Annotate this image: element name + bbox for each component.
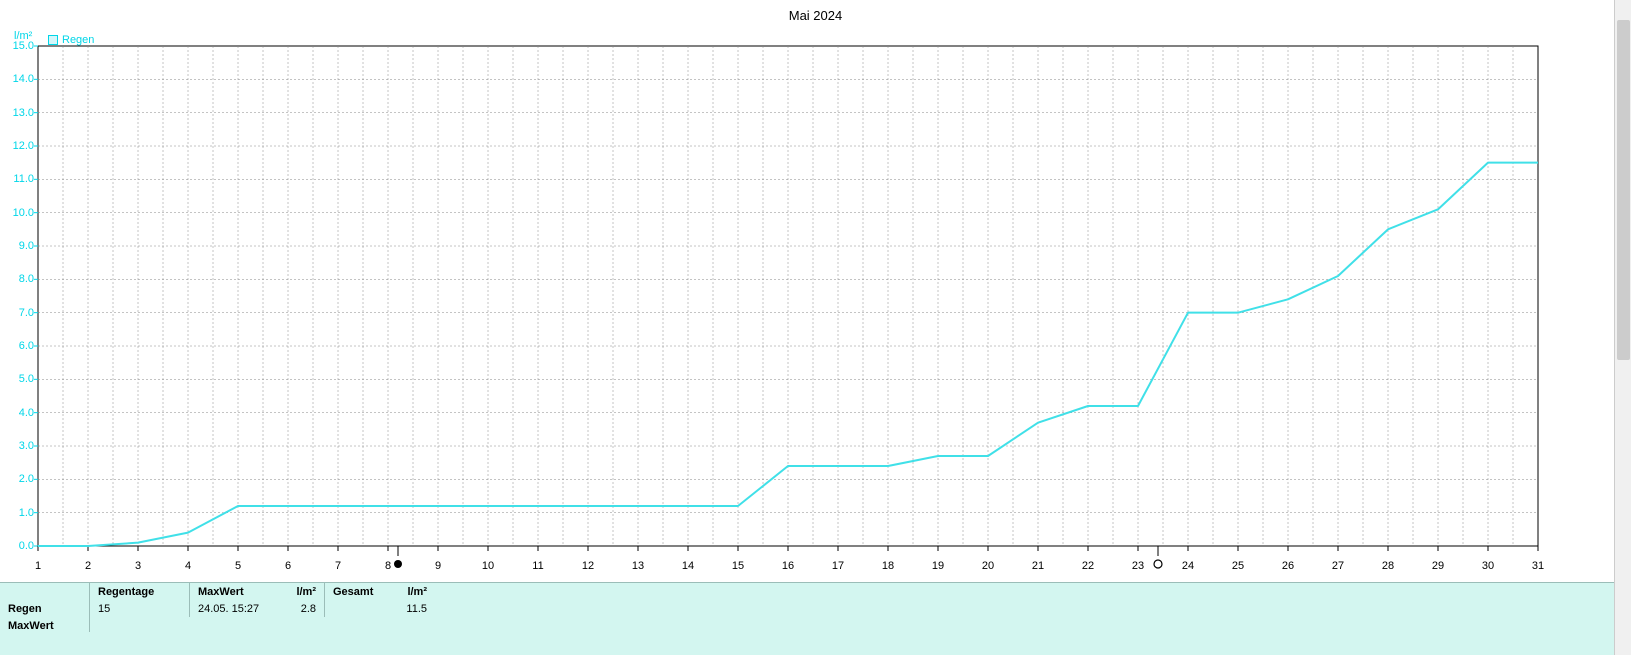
xtick-label: 23 — [1132, 560, 1144, 572]
xtick-label: 7 — [335, 560, 341, 572]
table-row-maxwert-cut: MaxWert — [0, 617, 1614, 632]
ytick-label: 9.0 — [0, 240, 34, 252]
xtick-label: 13 — [632, 560, 644, 572]
row-label-regen: Regen — [0, 600, 90, 617]
ytick-label: 7.0 — [0, 307, 34, 319]
xtick-label: 1 — [35, 560, 41, 572]
xtick-label: 18 — [882, 560, 894, 572]
xtick-label: 22 — [1082, 560, 1094, 572]
xtick-label: 28 — [1382, 560, 1394, 572]
xtick-label: 24 — [1182, 560, 1194, 572]
td-gesamt-val: 11.5 — [395, 600, 435, 617]
th-regentage: Regentage — [90, 583, 190, 600]
ytick-label: 10.0 — [0, 207, 34, 219]
xtick-label: 4 — [185, 560, 191, 572]
xtick-label: 15 — [732, 560, 744, 572]
xtick-label: 14 — [682, 560, 694, 572]
ytick-label: 11.0 — [0, 173, 34, 185]
xtick-label: 30 — [1482, 560, 1494, 572]
xtick-label: 12 — [582, 560, 594, 572]
th-lm2-b: l/m² — [395, 583, 435, 600]
ytick-label: 6.0 — [0, 340, 34, 352]
xtick-label: 27 — [1332, 560, 1344, 572]
td-gesamt-blank — [325, 600, 395, 617]
xtick-label: 19 — [932, 560, 944, 572]
table-value-row: Regen 15 24.05. 15:27 2.8 11.5 — [0, 600, 1614, 617]
ytick-label: 1.0 — [0, 507, 34, 519]
xtick-label: 3 — [135, 560, 141, 572]
xtick-label: 31 — [1532, 560, 1544, 572]
chart-svg — [0, 0, 1614, 582]
xtick-label: 2 — [85, 560, 91, 572]
ytick-label: 5.0 — [0, 373, 34, 385]
ytick-label: 3.0 — [0, 440, 34, 452]
xtick-label: 20 — [982, 560, 994, 572]
xtick-label: 29 — [1432, 560, 1444, 572]
scrollbar-thumb[interactable] — [1617, 20, 1630, 360]
ytick-label: 14.0 — [0, 73, 34, 85]
xtick-label: 6 — [285, 560, 291, 572]
table-group-header-blank — [0, 583, 90, 600]
xtick-label: 9 — [435, 560, 441, 572]
ytick-label: 8.0 — [0, 273, 34, 285]
xtick-label: 11 — [532, 560, 543, 572]
td-maxwert-time: 24.05. 15:27 — [190, 600, 285, 617]
xtick-label: 26 — [1282, 560, 1294, 572]
vertical-scrollbar[interactable] — [1614, 0, 1631, 655]
td-maxwert-val: 2.8 — [285, 600, 325, 617]
th-maxwert: MaxWert — [190, 583, 285, 600]
xtick-label: 5 — [235, 560, 241, 572]
xtick-label: 8 — [385, 560, 391, 572]
td-regentage: 15 — [90, 600, 190, 617]
xtick-label: 10 — [482, 560, 494, 572]
table-header-row: Regentage MaxWert l/m² Gesamt l/m² — [0, 583, 1614, 600]
row-label-maxwert: MaxWert — [0, 617, 90, 632]
th-lm2-a: l/m² — [285, 583, 325, 600]
ytick-label: 12.0 — [0, 140, 34, 152]
chart-area: 0.01.02.03.04.05.06.07.08.09.010.011.012… — [0, 0, 1614, 582]
xtick-label: 25 — [1232, 560, 1244, 572]
th-gesamt: Gesamt — [325, 583, 395, 600]
ytick-label: 13.0 — [0, 107, 34, 119]
summary-table: Regentage MaxWert l/m² Gesamt l/m² Regen… — [0, 582, 1614, 655]
xtick-label: 17 — [832, 560, 844, 572]
xtick-label: 16 — [782, 560, 794, 572]
page-root: Mai 2024 l/m² Regen 0.01.02.03.04.05.06.… — [0, 0, 1631, 655]
ytick-label: 4.0 — [0, 407, 34, 419]
ytick-label: 2.0 — [0, 473, 34, 485]
xtick-label: 21 — [1032, 560, 1044, 572]
ytick-label: 0.0 — [0, 540, 34, 552]
ytick-label: 15.0 — [0, 40, 34, 52]
